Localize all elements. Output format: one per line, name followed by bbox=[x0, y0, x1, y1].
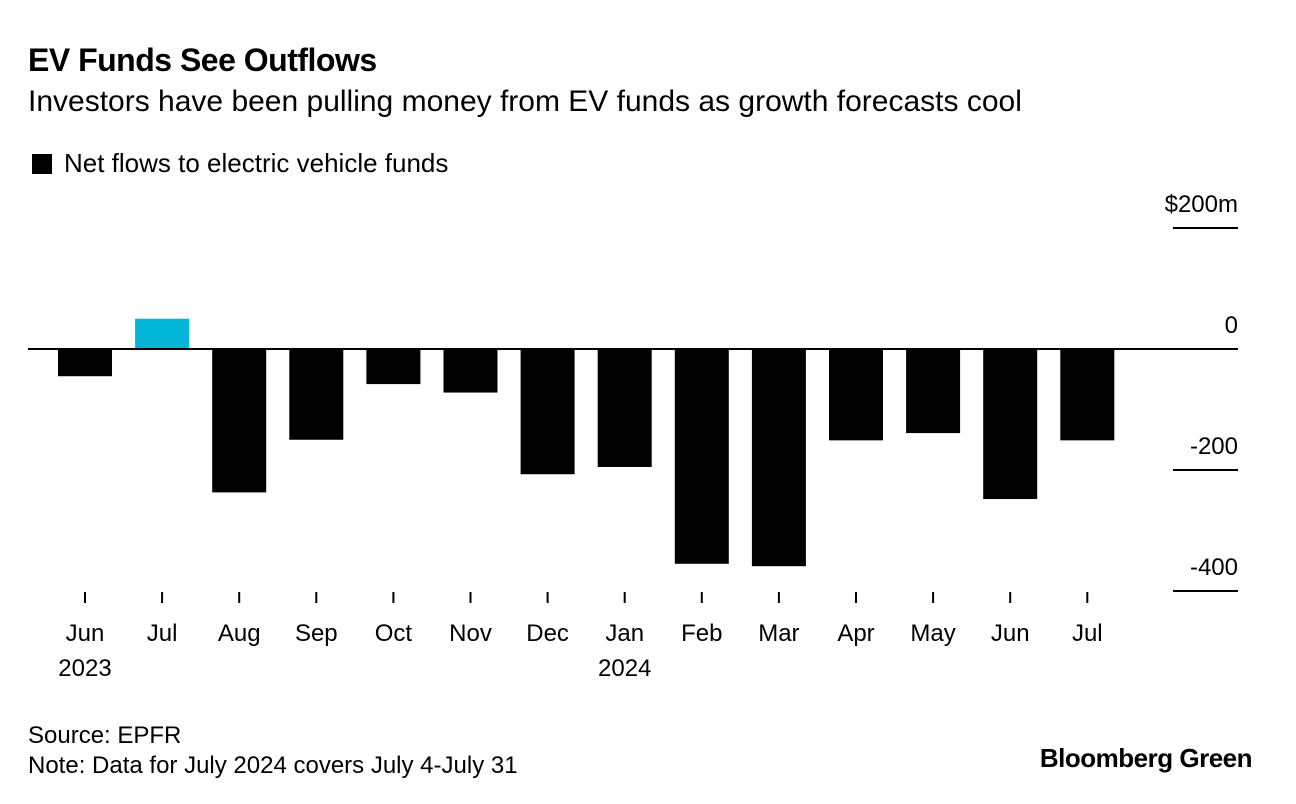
bar-jan-7 bbox=[597, 349, 652, 467]
bar-jul-13 bbox=[1060, 349, 1115, 441]
y-tick-label: -400 bbox=[1190, 554, 1238, 581]
x-tick-label: Sep bbox=[295, 620, 338, 647]
bar-feb-8 bbox=[674, 349, 729, 564]
x-tick-label: Feb bbox=[681, 620, 722, 647]
bar-sep-3 bbox=[289, 349, 344, 440]
x-year-label: 2023 bbox=[58, 655, 111, 682]
y-tick-label: $200m bbox=[1165, 191, 1238, 218]
bar-may-11 bbox=[906, 349, 961, 434]
x-tick-label: Oct bbox=[375, 620, 413, 647]
bar-mar-9 bbox=[751, 349, 806, 567]
x-tick-label: Mar bbox=[758, 620, 799, 647]
x-tick-label: Jul bbox=[1072, 620, 1103, 647]
x-tick-label: Jan bbox=[605, 620, 644, 647]
x-tick-label: Jul bbox=[147, 620, 178, 647]
x-tick-label: Jun bbox=[66, 620, 105, 647]
bar-apr-10 bbox=[829, 349, 883, 441]
brand-logo: Bloomberg Green bbox=[1039, 743, 1253, 773]
x-year-label: 2024 bbox=[598, 655, 651, 682]
data-note: Note: Data for July 2024 covers July 4-J… bbox=[28, 752, 518, 779]
x-tick-label: Nov bbox=[449, 620, 492, 647]
x-tick-label: Apr bbox=[837, 620, 874, 647]
x-tick-label: Dec bbox=[526, 620, 569, 647]
source-note: Source: EPFR bbox=[28, 722, 182, 749]
y-tick-label: -200 bbox=[1190, 433, 1238, 460]
chart-subtitle: Investors have been pulling money from E… bbox=[28, 85, 1022, 118]
x-tick-label: Jun bbox=[991, 620, 1030, 647]
x-tick-label: May bbox=[910, 620, 955, 647]
y-tick-label: 0 bbox=[1225, 312, 1238, 339]
bar-aug-2 bbox=[212, 349, 267, 493]
legend-label: Net flows to electric vehicle funds bbox=[64, 148, 449, 178]
bar-nov-5 bbox=[443, 349, 498, 393]
chart-title: EV Funds See Outflows bbox=[28, 42, 377, 78]
x-tick-label: Aug bbox=[218, 620, 261, 647]
bar-jul-1 bbox=[135, 318, 190, 349]
bar-dec-6 bbox=[520, 349, 575, 475]
legend-swatch bbox=[32, 153, 52, 174]
bar-jun-12 bbox=[983, 349, 1038, 500]
legend: Net flows to electric vehicle funds bbox=[32, 148, 448, 179]
bar-oct-4 bbox=[366, 349, 421, 385]
bar-jun-0 bbox=[58, 349, 112, 377]
